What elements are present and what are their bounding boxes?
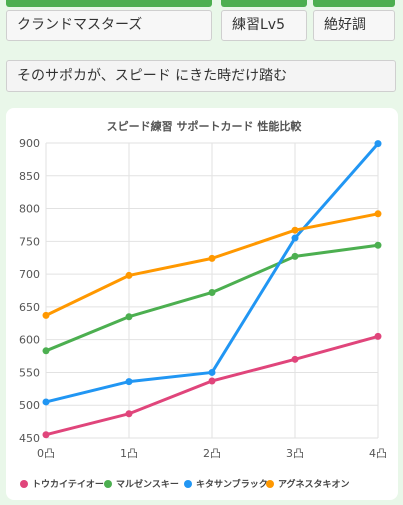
- data-point: [42, 311, 50, 319]
- data-point: [291, 355, 299, 363]
- data-point: [291, 234, 299, 242]
- data-point: [125, 271, 133, 279]
- y-tick-label: 500: [19, 399, 40, 412]
- character-select-header: [6, 0, 212, 7]
- y-tick-label: 800: [19, 203, 40, 216]
- legend-swatch: [184, 480, 192, 488]
- legend-swatch: [104, 480, 112, 488]
- x-tick-label: 3凸: [286, 447, 304, 460]
- y-tick-label: 900: [19, 137, 40, 150]
- y-tick-label: 550: [19, 366, 40, 379]
- data-point: [291, 252, 299, 260]
- character-select[interactable]: クランドマスターズ: [6, 10, 212, 41]
- y-tick-label: 750: [19, 235, 40, 248]
- data-point: [208, 254, 216, 262]
- data-point: [42, 431, 50, 439]
- line-chart: スピード練習 サポートカード 性能比較 450 500 550 600 650 700 75…: [19, 119, 387, 490]
- chart-title: スピード練習 サポートカード 性能比較: [107, 119, 303, 133]
- condition-header: [313, 0, 395, 7]
- legend-label[interactable]: マルゼンスキー: [116, 478, 179, 490]
- y-tick-label: 650: [19, 301, 40, 314]
- y-tick-label: 700: [19, 268, 40, 281]
- data-point: [125, 410, 133, 418]
- chart-card: スピード練習 サポートカード 性能比較 450 500 550 600 650 700 75…: [6, 108, 398, 500]
- data-point: [125, 378, 133, 386]
- data-point: [125, 313, 133, 321]
- hint-box: そのサポカが、スピード にきた時だけ踏む: [6, 60, 396, 92]
- data-point: [42, 398, 50, 406]
- data-point: [42, 347, 50, 355]
- y-tick-label: 450: [19, 432, 40, 445]
- data-point: [374, 210, 382, 218]
- y-tick-label: 600: [19, 334, 40, 347]
- y-tick-label: 850: [19, 170, 40, 183]
- settings-row: クランドマスターズ 練習Lv5 絶好調: [0, 0, 403, 46]
- data-point: [374, 332, 382, 340]
- data-point: [374, 140, 382, 148]
- data-point: [374, 241, 382, 249]
- condition-select[interactable]: 絶好調: [313, 10, 395, 41]
- legend-label[interactable]: トウカイテイオー: [32, 479, 104, 490]
- data-point: [208, 288, 216, 296]
- x-tick-label: 0凸: [37, 447, 55, 460]
- x-tick-label: 1凸: [120, 447, 138, 460]
- legend-swatch: [20, 480, 28, 488]
- legend-label[interactable]: アグネスタキオン: [278, 478, 350, 490]
- practice-level-header: [221, 0, 307, 7]
- legend-swatch: [266, 480, 274, 488]
- x-tick-label: 4凸: [369, 447, 387, 460]
- data-point: [208, 368, 216, 376]
- practice-level-select[interactable]: 練習Lv5: [221, 10, 307, 41]
- legend-label[interactable]: キタサンブラック: [196, 478, 268, 490]
- data-point: [208, 377, 216, 385]
- x-tick-label: 2凸: [203, 447, 221, 460]
- data-point: [291, 226, 299, 234]
